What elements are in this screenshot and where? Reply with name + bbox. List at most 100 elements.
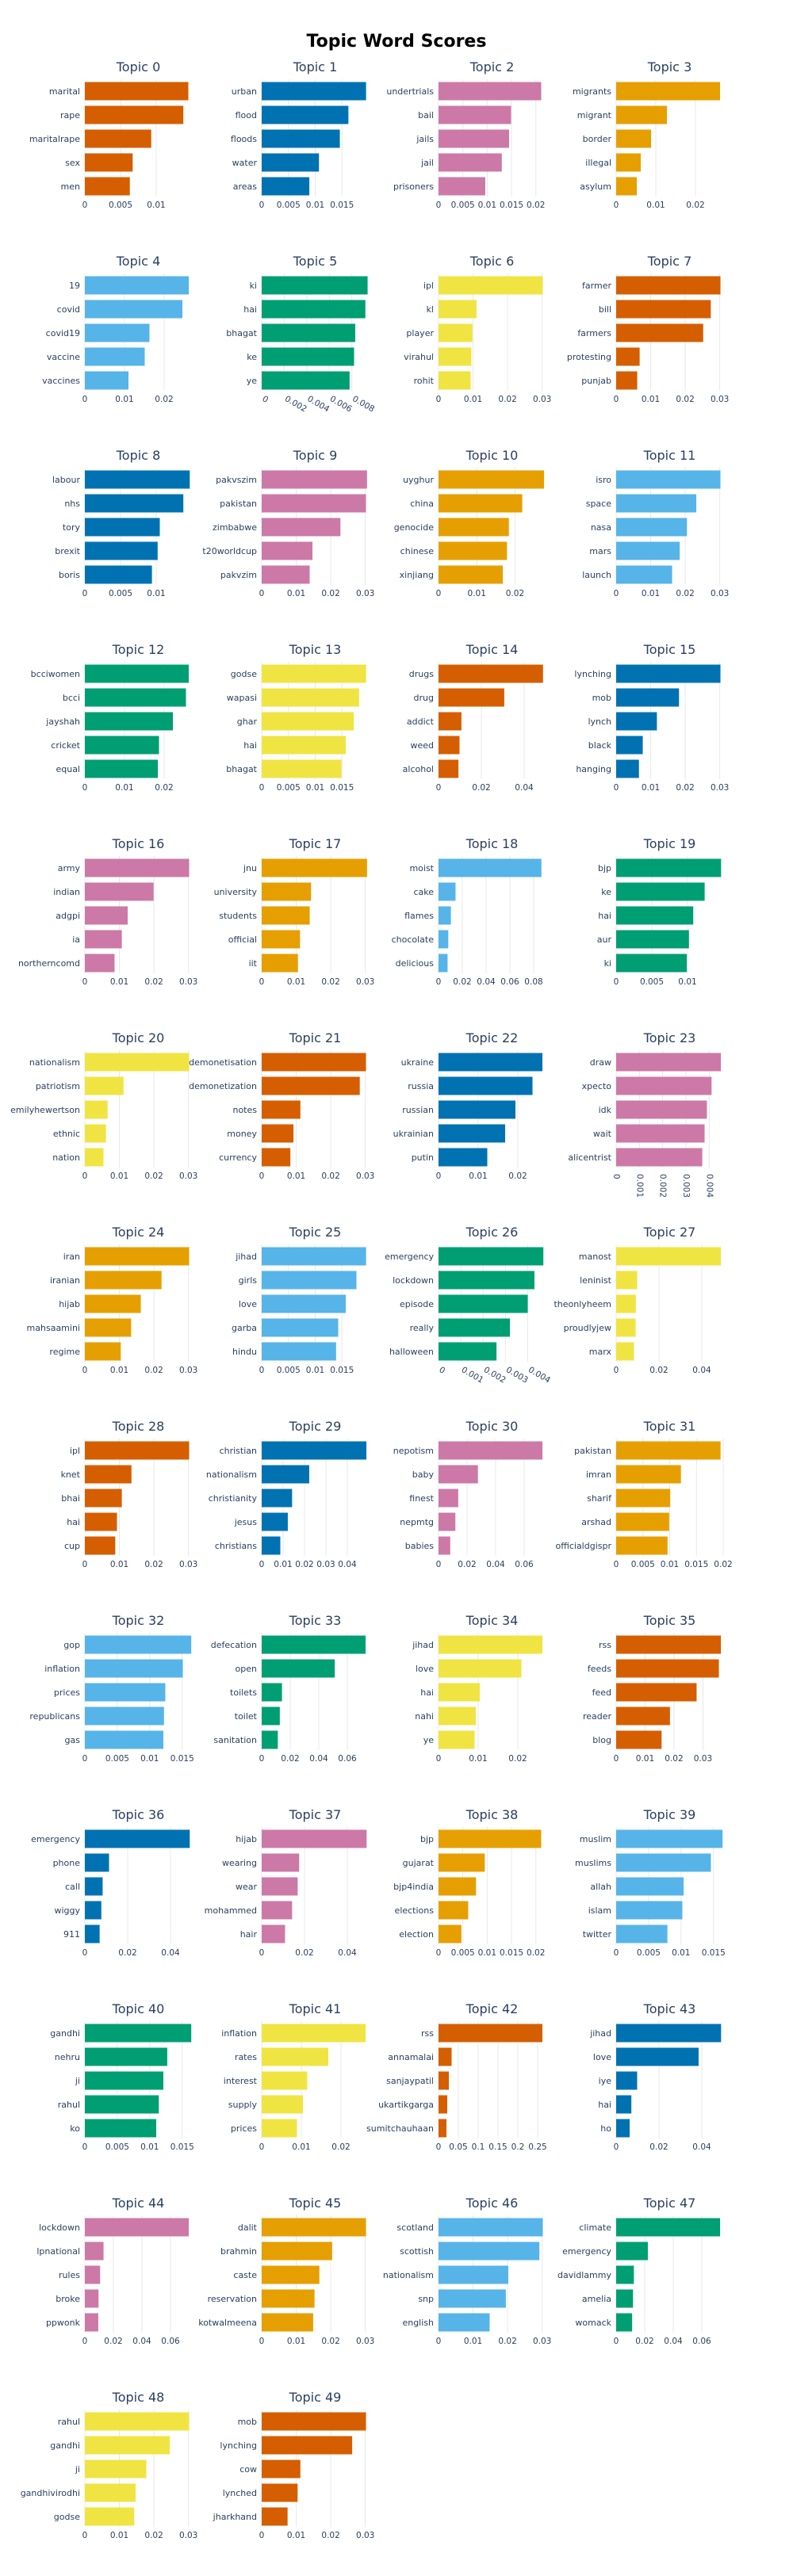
- category-label: iran: [63, 1252, 80, 1262]
- category-label: flames: [404, 911, 434, 921]
- x-tick-label: 0.015: [330, 201, 354, 210]
- x-tick-label: 0.08: [524, 977, 542, 987]
- topic-panel: Topic 3 0 0.01 0.02 migrants migrant border ill…: [573, 59, 720, 210]
- bar: [439, 1271, 534, 1290]
- x-tick-label: 0.01: [306, 1366, 324, 1375]
- x-tick-label: 0.06: [500, 977, 519, 987]
- bar: [616, 276, 721, 295]
- bar: [85, 2218, 190, 2237]
- bar: [439, 300, 477, 319]
- category-label: maritalrape: [29, 134, 80, 144]
- category-label: ethnic: [53, 1129, 80, 1139]
- category-label: notes: [232, 1105, 257, 1115]
- category-label: broke: [56, 2294, 80, 2304]
- bar: [439, 1635, 542, 1654]
- x-tick-label: 0.008: [351, 394, 376, 414]
- category-label: t20worldcup: [202, 546, 257, 556]
- category-label: iit: [249, 958, 258, 969]
- x-tick-label: 0.06: [515, 1560, 534, 1569]
- bar: [439, 1441, 543, 1460]
- bar: [439, 1901, 469, 1920]
- bar: [616, 1924, 668, 1943]
- bar: [616, 1683, 697, 1702]
- category-label: xinjiang: [400, 570, 434, 580]
- bar: [85, 105, 184, 124]
- bar: [616, 1730, 662, 1749]
- x-tick-label: 0.02: [472, 783, 490, 793]
- x-tick-label: 0: [82, 201, 88, 210]
- topic-panel: Topic 6 0 0.01 0.02 0.03 ipl kl player virahul ro…: [404, 254, 551, 404]
- x-tick-label: 0.01: [469, 1171, 487, 1181]
- category-label: christian: [220, 1446, 257, 1456]
- category-label: hijab: [59, 1299, 80, 1309]
- bar: [85, 1124, 106, 1143]
- x-tick-label: 0.04: [664, 2337, 683, 2346]
- bar: [262, 1318, 339, 1337]
- bar: [616, 930, 689, 949]
- category-label: ghar: [237, 717, 258, 727]
- bar: [262, 1124, 294, 1143]
- category-label: muslims: [575, 1858, 611, 1868]
- x-tick-label: 0.01: [306, 783, 324, 793]
- bar: [616, 323, 703, 342]
- x-tick-label: 0.02: [676, 589, 694, 598]
- panel-title: Topic 26: [465, 1225, 519, 1240]
- x-tick-label: 0: [614, 2142, 619, 2152]
- x-tick-label: 0: [614, 1948, 619, 1958]
- category-label: covid: [57, 304, 80, 315]
- x-tick-label: 0.02: [714, 1560, 732, 1569]
- category-label: uyghur: [403, 475, 434, 485]
- bar: [616, 129, 651, 148]
- category-label: labour: [52, 475, 80, 485]
- x-tick-label: 0: [259, 783, 265, 793]
- bar: [439, 323, 473, 342]
- category-label: kl: [427, 304, 434, 315]
- x-tick-label: 0.01: [287, 977, 305, 987]
- category-label: emergency: [31, 1834, 80, 1844]
- bar: [85, 1877, 103, 1896]
- category-label: tory: [63, 522, 81, 533]
- category-label: reservation: [208, 2294, 257, 2304]
- bar: [439, 2265, 508, 2284]
- category-label: lynching: [574, 669, 611, 679]
- panel-title: Topic 19: [643, 836, 696, 851]
- x-tick-label: 0.002: [658, 1174, 668, 1198]
- bar: [262, 2459, 301, 2479]
- bar: [616, 759, 639, 778]
- x-tick-label: 0: [259, 1366, 265, 1375]
- bar: [262, 1924, 285, 1943]
- category-label: mob: [238, 2417, 257, 2427]
- category-label: officialdgispr: [555, 1541, 611, 1551]
- category-label: ukartikgarga: [378, 2100, 434, 2110]
- bar: [616, 1318, 636, 1337]
- topic-panel: Topic 20 0 0.01 0.02 0.03 nationalism patrioti…: [10, 1030, 197, 1181]
- bar: [85, 759, 158, 778]
- bar: [85, 1342, 121, 1361]
- bar: [616, 2313, 633, 2332]
- x-tick-label: 0.03: [356, 1171, 374, 1181]
- x-tick-label: 0.04: [338, 1948, 357, 1958]
- bar: [439, 2119, 446, 2138]
- category-label: demonetisation: [189, 1057, 257, 1068]
- category-label: finest: [409, 1493, 434, 1504]
- x-tick-label: 0.05: [449, 2142, 467, 2152]
- category-label: inflation: [44, 1664, 80, 1674]
- x-tick-label: 0.02: [295, 1560, 313, 1569]
- x-tick-label: 0.03: [711, 783, 729, 793]
- topic-panel: Topic 29 0 0.01 0.02 0.03 0.04 christian nation…: [206, 1419, 367, 1569]
- x-tick-label: 0: [436, 783, 442, 793]
- category-label: rahul: [58, 2100, 80, 2110]
- topic-panel: Topic 34 0 0.01 0.02 jihad love hai nahi ye: [412, 1613, 542, 1764]
- bar: [439, 82, 542, 101]
- x-tick-label: 0: [436, 2142, 442, 2152]
- category-label: emilyhewertson: [10, 1105, 80, 1115]
- category-label: aur: [597, 934, 612, 945]
- category-label: emergency: [385, 1252, 434, 1262]
- bar: [439, 541, 508, 560]
- panel-title: Topic 6: [469, 254, 515, 269]
- x-tick-label: 0.02: [321, 1171, 339, 1181]
- topic-panel: Topic 8 0 0.005 0.01 labour nhs tory brexit bori…: [52, 448, 190, 598]
- x-tick-label: 0: [259, 1171, 265, 1181]
- category-label: space: [586, 499, 612, 509]
